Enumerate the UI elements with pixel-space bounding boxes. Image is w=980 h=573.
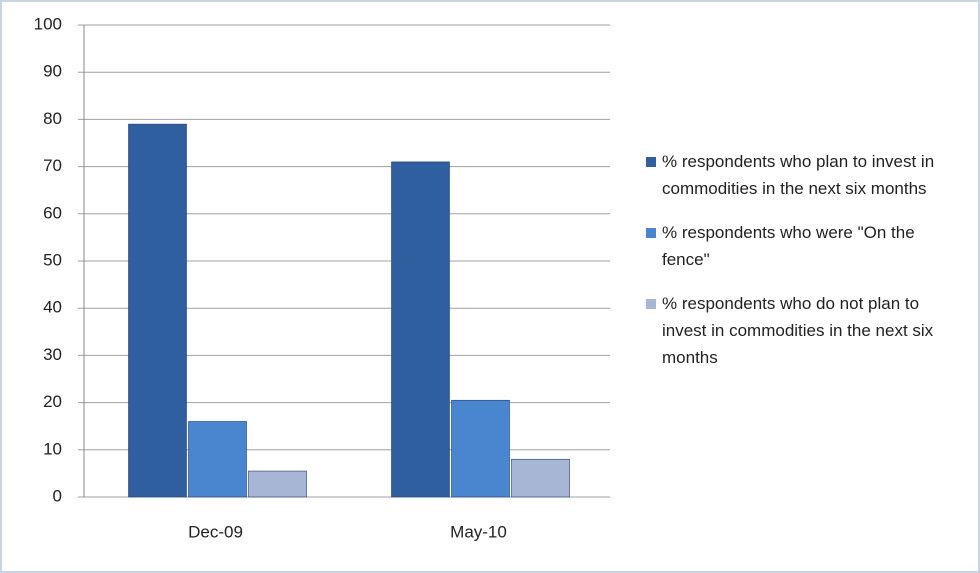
legend-label: % respondents who plan to invest in comm… [662, 152, 935, 198]
bar [451, 399, 510, 498]
y-tick-label: 100 [34, 14, 62, 33]
legend-swatch [646, 228, 656, 238]
bar [248, 470, 307, 498]
y-tick-label: 30 [43, 345, 62, 364]
legend-entry: % respondents who were "On the fence" [646, 219, 964, 273]
bar [128, 123, 187, 498]
y-tick-label: 50 [43, 250, 62, 269]
y-tick-label: 60 [43, 203, 62, 222]
y-tick-label: 80 [43, 109, 62, 128]
legend-swatch [646, 157, 656, 167]
y-tick-label: 70 [43, 156, 62, 175]
x-tick-label: May-10 [450, 522, 507, 541]
legend-swatch [646, 299, 656, 309]
legend-label: % respondents who do not plan to invest … [662, 294, 934, 367]
bar [511, 458, 570, 498]
x-tick-label: Dec-09 [188, 522, 243, 541]
legend-entry: % respondents who plan to invest in comm… [646, 148, 964, 202]
y-tick-label: 20 [43, 392, 62, 411]
y-tick-label: 0 [53, 486, 62, 505]
y-tick-label: 10 [43, 439, 62, 458]
y-tick-label: 90 [43, 62, 62, 81]
y-tick-label: 40 [43, 298, 62, 317]
legend-entry: % respondents who do not plan to invest … [646, 290, 964, 371]
bar [391, 161, 450, 498]
legend-label: % respondents who were "On the fence" [662, 223, 915, 269]
bar [188, 421, 247, 498]
legend: % respondents who plan to invest in comm… [646, 148, 964, 388]
